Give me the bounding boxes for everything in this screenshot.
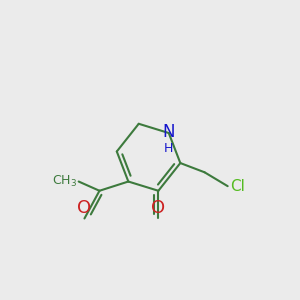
Text: N: N: [163, 123, 175, 141]
Text: Cl: Cl: [230, 178, 245, 194]
Text: O: O: [151, 199, 165, 217]
Text: CH$_3$: CH$_3$: [52, 174, 77, 189]
Text: H: H: [164, 142, 173, 154]
Text: O: O: [77, 199, 92, 217]
